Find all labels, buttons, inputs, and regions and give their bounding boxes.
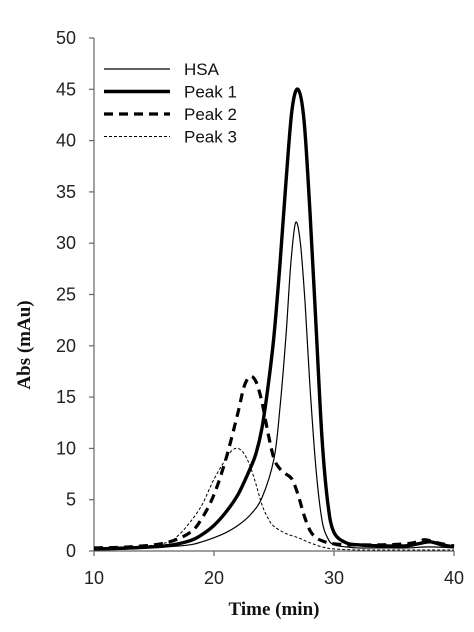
x-tick-label: 20 bbox=[204, 568, 224, 588]
x-axis-title: Time (min) bbox=[229, 599, 320, 620]
y-tick-label: 45 bbox=[56, 79, 76, 99]
y-tick-label: 30 bbox=[56, 233, 76, 253]
axes bbox=[93, 38, 454, 552]
y-tick-label: 25 bbox=[56, 285, 76, 305]
legend-label: Peak 3 bbox=[184, 128, 237, 147]
legend: HSA Peak 1 Peak 2 Peak 3 bbox=[104, 60, 237, 147]
y-tick-label: 10 bbox=[56, 438, 76, 458]
legend-label: Peak 2 bbox=[184, 105, 237, 124]
series-line-1 bbox=[93, 221, 455, 550]
y-axis-title: Abs (mAu) bbox=[14, 300, 35, 389]
plot-series bbox=[93, 87, 455, 551]
y-tick-label: 15 bbox=[56, 387, 76, 407]
x-axis-ticks: 10 20 30 40 bbox=[84, 551, 464, 588]
x-tick-label: 10 bbox=[84, 568, 104, 588]
y-tick-label: 0 bbox=[66, 541, 76, 561]
y-axis-ticks: 0 5 10 15 20 25 30 35 40 45 50 bbox=[56, 28, 94, 561]
legend-label: Peak 1 bbox=[184, 83, 237, 102]
y-tick-label: 40 bbox=[56, 131, 76, 151]
x-tick-label: 40 bbox=[444, 568, 464, 588]
y-tick-label: 20 bbox=[56, 336, 76, 356]
y-tick-label: 35 bbox=[56, 182, 76, 202]
legend-label: HSA bbox=[184, 60, 220, 79]
series-line-4 bbox=[93, 447, 454, 551]
x-tick-label: 30 bbox=[324, 568, 344, 588]
y-tick-label: 50 bbox=[56, 28, 76, 48]
series-line-2 bbox=[93, 87, 455, 551]
series-line-3 bbox=[93, 374, 455, 550]
y-tick-label: 5 bbox=[66, 490, 76, 510]
